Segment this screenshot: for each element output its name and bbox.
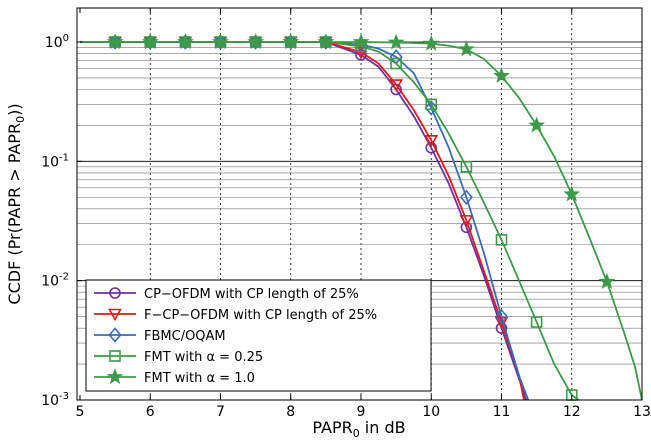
data-point-marker	[106, 368, 124, 385]
legend: CP−OFDM with CP length of 25% F−CP−OFDM w…	[85, 279, 432, 392]
data-point-marker	[598, 272, 616, 289]
legend-box	[85, 279, 432, 392]
y-tick-label: 10-3	[41, 391, 69, 409]
data-point-marker	[494, 308, 509, 325]
x-tick-label: 5	[76, 404, 85, 420]
data-point-marker	[106, 33, 124, 50]
y-axis-title-a: CCDF (Pr(PAPR > PAPR	[5, 123, 24, 305]
data-point-marker	[424, 100, 438, 116]
data-point-marker	[563, 185, 581, 202]
x-axis-title: PAPR0 in dB	[312, 418, 405, 440]
legend-label: FMT with α = 0.25	[144, 350, 263, 365]
series-layer	[80, 33, 643, 401]
series-line	[80, 41, 643, 401]
data-point-marker	[141, 33, 159, 50]
legend-label: FBMC/OQAM	[144, 329, 226, 344]
data-point-marker	[352, 33, 370, 50]
legend-label: F−CP−OFDM with CP length of 25%	[144, 308, 377, 323]
x-axis-title-rest: in dB	[360, 418, 406, 437]
data-point-marker	[425, 98, 438, 111]
plot-frame	[76, 7, 643, 401]
legend-entry: FMT with α = 0.25	[94, 350, 263, 365]
x-tick-label: 8	[286, 404, 295, 420]
data-point-marker	[424, 135, 439, 148]
x-tick-label: 9	[357, 404, 366, 420]
y-tick-label: 10-2	[41, 272, 69, 290]
legend-entry: F−CP−OFDM with CP length of 25%	[94, 308, 377, 323]
data-point-marker	[460, 160, 473, 173]
data-point-marker	[425, 141, 438, 154]
data-point-marker	[458, 40, 475, 57]
data-point-marker	[108, 308, 122, 322]
axis-ticks: 5 6 7 8 9 10 11 12 13 100 10-1 10-2 10-3	[41, 8, 651, 420]
legend-entry: FBMC/OQAM	[94, 327, 226, 344]
legend-entry: CP−OFDM with CP length of 25%	[94, 287, 359, 302]
data-point-marker	[108, 327, 122, 343]
data-point-marker	[212, 33, 229, 50]
data-point-marker	[247, 33, 264, 50]
data-point-marker	[422, 34, 440, 51]
x-axis-title-main: PAPR	[312, 418, 352, 437]
y-axis-title-b: ))	[5, 103, 24, 115]
x-tick-label: 7	[216, 404, 225, 420]
data-point-marker	[528, 116, 545, 133]
data-point-marker	[459, 189, 473, 205]
data-point-marker	[389, 79, 403, 92]
y-axis-title: CCDF (Pr(PAPR > PAPR0))	[5, 103, 27, 304]
data-point-marker	[493, 67, 510, 83]
legend-label: CP−OFDM with CP length of 25%	[144, 287, 359, 302]
data-point-marker	[282, 33, 300, 50]
data-point-marker	[387, 33, 405, 50]
data-point-marker	[354, 46, 368, 60]
series-5	[80, 33, 643, 401]
x-tick-label: 13	[633, 404, 651, 420]
x-tick-label: 12	[563, 404, 581, 420]
data-point-marker	[495, 234, 508, 246]
x-tick-label: 10	[422, 404, 440, 420]
data-point-marker	[317, 33, 335, 50]
x-tick-label: 11	[493, 404, 511, 420]
x-axis-title-sub: 0	[353, 427, 360, 440]
data-point-marker	[109, 350, 121, 362]
y-tick-label: 100	[45, 33, 69, 51]
y-axis-title-sub: 0	[14, 116, 27, 123]
data-point-marker	[530, 316, 543, 328]
y-tick-label: 10-1	[41, 152, 69, 170]
data-point-marker	[177, 33, 194, 50]
data-point-marker	[459, 215, 474, 228]
legend-label: FMT with α = 1.0	[144, 371, 255, 386]
x-tick-label: 6	[146, 404, 155, 420]
data-point-marker	[390, 57, 402, 70]
data-point-marker	[109, 287, 121, 299]
legend-entry: FMT with α = 1.0	[94, 368, 255, 386]
